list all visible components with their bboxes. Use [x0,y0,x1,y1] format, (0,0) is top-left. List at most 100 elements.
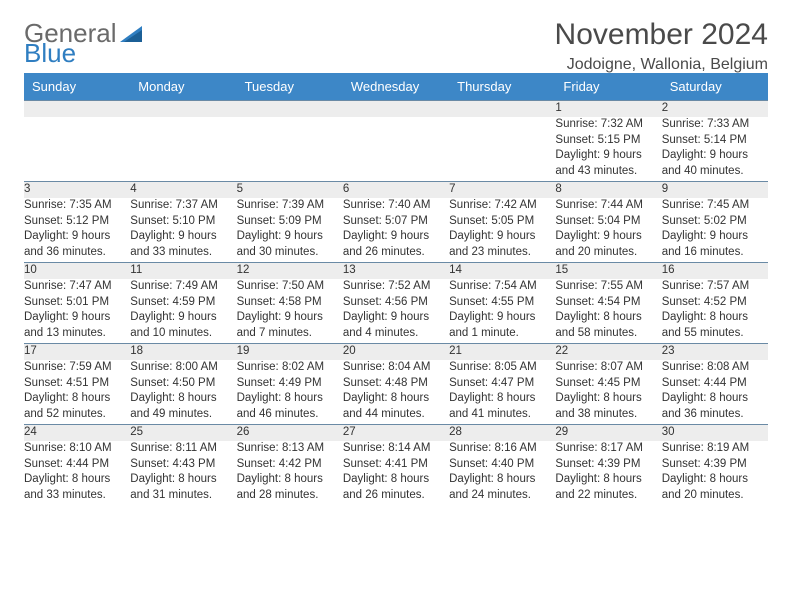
sunrise-label: Sunrise: 8:02 AM [237,361,325,373]
sunset-label: Sunset: 4:41 PM [343,458,428,470]
sunset-label: Sunset: 4:56 PM [343,296,428,308]
day-number: 19 [237,344,343,361]
daylight-label: Daylight: 8 hours and 46 minutes. [237,392,323,420]
day-detail: Sunrise: 7:45 AMSunset: 5:02 PMDaylight:… [662,198,768,263]
sunset-label: Sunset: 4:54 PM [555,296,640,308]
sunset-label: Sunset: 4:47 PM [449,377,534,389]
daylight-label: Daylight: 9 hours and 40 minutes. [662,149,748,177]
sunset-label: Sunset: 4:50 PM [130,377,215,389]
sunrise-label: Sunrise: 8:14 AM [343,442,431,454]
sunrise-label: Sunrise: 7:59 AM [24,361,112,373]
day-detail: Sunrise: 7:47 AMSunset: 5:01 PMDaylight:… [24,279,130,344]
day-number: 12 [237,263,343,280]
sunrise-label: Sunrise: 7:50 AM [237,280,325,292]
day-number: 14 [449,263,555,280]
day-number [449,101,555,118]
title-block: November 2024 Jodoigne, Wallonia, Belgiu… [555,18,768,74]
sunset-label: Sunset: 4:39 PM [555,458,640,470]
sunset-label: Sunset: 5:09 PM [237,215,322,227]
day-number: 9 [662,182,768,199]
dayname-fri: Friday [555,73,661,101]
day-detail: Sunrise: 7:59 AMSunset: 4:51 PMDaylight:… [24,360,130,425]
day-number: 7 [449,182,555,199]
day-number: 3 [24,182,130,199]
sunrise-label: Sunrise: 7:39 AM [237,199,325,211]
day-detail: Sunrise: 8:13 AMSunset: 4:42 PMDaylight:… [237,441,343,505]
dayname-sun: Sunday [24,73,130,101]
day-detail: Sunrise: 7:50 AMSunset: 4:58 PMDaylight:… [237,279,343,344]
sunrise-label: Sunrise: 8:00 AM [130,361,218,373]
daynum-row: 10111213141516 [24,263,768,280]
daylight-label: Daylight: 8 hours and 24 minutes. [449,473,535,501]
day-detail: Sunrise: 8:10 AMSunset: 4:44 PMDaylight:… [24,441,130,505]
day-detail: Sunrise: 8:16 AMSunset: 4:40 PMDaylight:… [449,441,555,505]
daynum-row: 24252627282930 [24,425,768,442]
daylight-label: Daylight: 9 hours and 16 minutes. [662,230,748,258]
sunrise-label: Sunrise: 8:08 AM [662,361,750,373]
daylight-label: Daylight: 9 hours and 1 minute. [449,311,535,339]
daylight-label: Daylight: 8 hours and 49 minutes. [130,392,216,420]
dayname-thu: Thursday [449,73,555,101]
day-number: 5 [237,182,343,199]
day-number: 21 [449,344,555,361]
day-detail: Sunrise: 7:32 AMSunset: 5:15 PMDaylight:… [555,117,661,182]
sunset-label: Sunset: 5:05 PM [449,215,534,227]
daynum-row: 17181920212223 [24,344,768,361]
daylight-label: Daylight: 8 hours and 20 minutes. [662,473,748,501]
sunrise-label: Sunrise: 8:19 AM [662,442,750,454]
sunset-label: Sunset: 4:49 PM [237,377,322,389]
sunset-label: Sunset: 4:52 PM [662,296,747,308]
day-number: 30 [662,425,768,442]
day-detail: Sunrise: 7:52 AM Sunset: 4:56 PM Daylight:… [343,279,449,344]
sunset-label: Sunset: 5:01 PM [24,296,109,308]
daylight-label: Daylight: 8 hours and 36 minutes. [662,392,748,420]
sunrise-label: Sunrise: 8:13 AM [237,442,325,454]
day-detail: Sunrise: 8:00 AM Sunset: 4:50 PM Daylight:… [130,360,236,425]
day-detail [449,117,555,182]
daylight-label: Daylight: 8 hours and 26 minutes. [343,473,429,501]
day-detail: Sunrise: 8:08 AM Sunset: 4:44 PM Daylight:… [662,360,768,425]
sunset-label: Sunset: 5:14 PM [662,134,747,146]
day-detail: Sunrise: 7:49 AMSunset: 4:59 PMDaylight:… [130,279,236,344]
day-detail: Sunrise: 7:39 AM Sunset: 5:09 PM Daylight:… [237,198,343,263]
sunrise-label: Sunrise: 7:44 AM [555,199,643,211]
sunrise-label: Sunrise: 7:40 AM [343,199,431,211]
sunrise-label: Sunrise: 7:54 AM [449,280,537,292]
daylight-label: Daylight: 9 hours and 23 minutes. [449,230,535,258]
sunrise-label: Sunrise: 7:33 AM [662,118,750,130]
sunset-label: Sunset: 4:44 PM [24,458,109,470]
daylight-label: Daylight: 9 hours and 30 minutes. [237,230,323,258]
day-detail: Sunrise: 8:02 AM Sunset: 4:49 PM Daylight:… [237,360,343,425]
sunset-label: Sunset: 5:07 PM [343,215,428,227]
day-number: 11 [130,263,236,280]
day-number: 25 [130,425,236,442]
logo-triangle-icon [120,18,142,49]
day-number: 13 [343,263,449,280]
detail-row: Sunrise: 8:10 AMSunset: 4:44 PMDaylight:… [24,441,768,505]
dayname-mon: Monday [130,73,236,101]
day-detail: Sunrise: 7:55 AMSunset: 4:54 PMDaylight:… [555,279,661,344]
sunrise-label: Sunrise: 7:32 AM [555,118,643,130]
sunrise-label: Sunrise: 7:49 AM [130,280,218,292]
day-number: 22 [555,344,661,361]
day-number [237,101,343,118]
sunrise-label: Sunrise: 8:04 AM [343,361,431,373]
sunrise-label: Sunrise: 8:05 AM [449,361,537,373]
day-number: 28 [449,425,555,442]
daylight-label: Daylight: 9 hours and 4 minutes. [343,311,429,339]
daylight-label: Daylight: 8 hours and 22 minutes. [555,473,641,501]
daylight-label: Daylight: 9 hours and 20 minutes. [555,230,641,258]
sunrise-label: Sunrise: 7:52 AM [343,280,431,292]
sunset-label: Sunset: 5:12 PM [24,215,109,227]
sunrise-label: Sunrise: 8:17 AM [555,442,643,454]
daylight-label: Daylight: 9 hours and 13 minutes. [24,311,110,339]
sunset-label: Sunset: 4:44 PM [662,377,747,389]
dayname-tue: Tuesday [237,73,343,101]
day-number: 16 [662,263,768,280]
sunset-label: Sunset: 4:58 PM [237,296,322,308]
daylight-label: Daylight: 8 hours and 38 minutes. [555,392,641,420]
day-detail: Sunrise: 8:19 AMSunset: 4:39 PMDaylight:… [662,441,768,505]
day-detail: Sunrise: 8:14 AM Sunset: 4:41 PM Daylight:… [343,441,449,505]
sunrise-label: Sunrise: 8:07 AM [555,361,643,373]
day-detail: Sunrise: 8:07 AMSunset: 4:45 PMDaylight:… [555,360,661,425]
